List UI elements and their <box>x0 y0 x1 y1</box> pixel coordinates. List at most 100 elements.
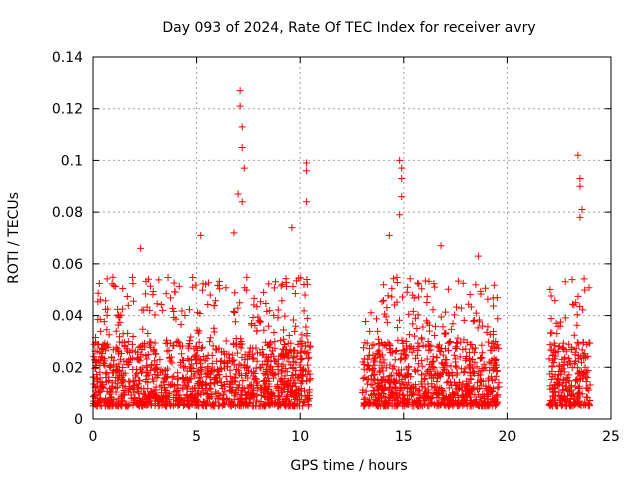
data-point <box>114 311 122 319</box>
data-point <box>118 378 126 386</box>
data-point <box>196 374 204 382</box>
data-point <box>189 283 197 291</box>
data-point <box>162 290 170 298</box>
data-point <box>174 369 182 377</box>
data-point <box>230 307 238 315</box>
data-point <box>572 357 580 365</box>
data-point <box>155 396 163 404</box>
data-point <box>412 354 420 362</box>
data-point <box>270 311 278 319</box>
data-point <box>568 345 576 353</box>
data-point <box>248 381 256 389</box>
data-point <box>165 389 173 397</box>
data-point <box>194 401 202 409</box>
data-point <box>447 325 455 333</box>
data-point <box>144 394 152 402</box>
data-point <box>576 213 584 221</box>
data-point <box>260 369 268 377</box>
data-point <box>190 370 198 378</box>
data-point <box>562 347 570 355</box>
data-point <box>369 400 377 408</box>
data-point <box>249 402 257 410</box>
data-point <box>121 391 129 399</box>
data-point <box>188 394 196 402</box>
x-axis-label: GPS time / hours <box>290 458 407 474</box>
data-point <box>454 385 462 393</box>
data-point <box>195 327 203 335</box>
data-point <box>119 285 127 293</box>
data-point <box>262 393 270 401</box>
data-point <box>374 348 382 356</box>
data-point <box>439 351 447 359</box>
data-point <box>478 365 486 373</box>
data-point <box>581 363 589 371</box>
data-point <box>440 401 448 409</box>
data-point <box>576 303 584 311</box>
data-point <box>262 338 270 346</box>
data-point <box>403 392 411 400</box>
data-point <box>547 292 555 300</box>
y-tick-label: 0 <box>74 412 83 428</box>
data-point <box>144 330 152 338</box>
data-point <box>449 398 457 406</box>
y-tick-label: 0.1 <box>61 153 83 169</box>
data-point <box>574 151 582 159</box>
data-point <box>549 351 557 359</box>
data-point <box>398 175 406 183</box>
data-point <box>444 347 452 355</box>
data-point <box>486 330 494 338</box>
data-point <box>268 347 276 355</box>
data-point <box>415 280 423 288</box>
data-point <box>159 306 167 314</box>
data-point <box>143 355 151 363</box>
data-point <box>378 351 386 359</box>
data-point <box>209 400 217 408</box>
data-point <box>108 280 116 288</box>
data-point <box>424 341 432 349</box>
data-point <box>260 326 268 334</box>
data-point <box>547 315 555 323</box>
data-point <box>570 331 578 339</box>
data-point <box>452 339 460 347</box>
data-point <box>385 231 393 239</box>
data-point <box>586 381 594 389</box>
data-point <box>283 282 291 290</box>
data-point <box>160 400 168 408</box>
data-point <box>575 340 583 348</box>
data-point <box>176 342 184 350</box>
data-point <box>268 400 276 408</box>
data-point <box>477 290 485 298</box>
data-point <box>231 318 239 326</box>
data-point <box>159 368 167 376</box>
data-point <box>467 375 475 383</box>
data-point <box>396 156 404 164</box>
data-point <box>463 391 471 399</box>
data-point <box>492 338 500 346</box>
data-point <box>485 374 493 382</box>
data-point <box>406 343 414 351</box>
data-point <box>445 370 453 378</box>
data-point <box>102 297 110 305</box>
data-point <box>492 372 500 380</box>
data-point <box>190 345 198 353</box>
data-point <box>484 401 492 409</box>
data-point <box>460 368 468 376</box>
data-point <box>230 396 238 404</box>
data-point <box>274 381 282 389</box>
data-point <box>361 339 369 347</box>
data-point <box>250 294 258 302</box>
data-point <box>212 345 220 353</box>
data-point <box>408 348 416 356</box>
data-point <box>470 316 478 324</box>
data-point <box>142 277 150 285</box>
data-point <box>423 355 431 363</box>
data-point <box>548 367 556 375</box>
data-point <box>194 368 202 376</box>
data-point <box>584 366 592 374</box>
data-point <box>240 384 248 392</box>
data-point <box>405 310 413 318</box>
data-point <box>264 370 272 378</box>
data-point <box>469 317 477 325</box>
data-point <box>238 198 246 206</box>
data-point <box>272 278 280 286</box>
